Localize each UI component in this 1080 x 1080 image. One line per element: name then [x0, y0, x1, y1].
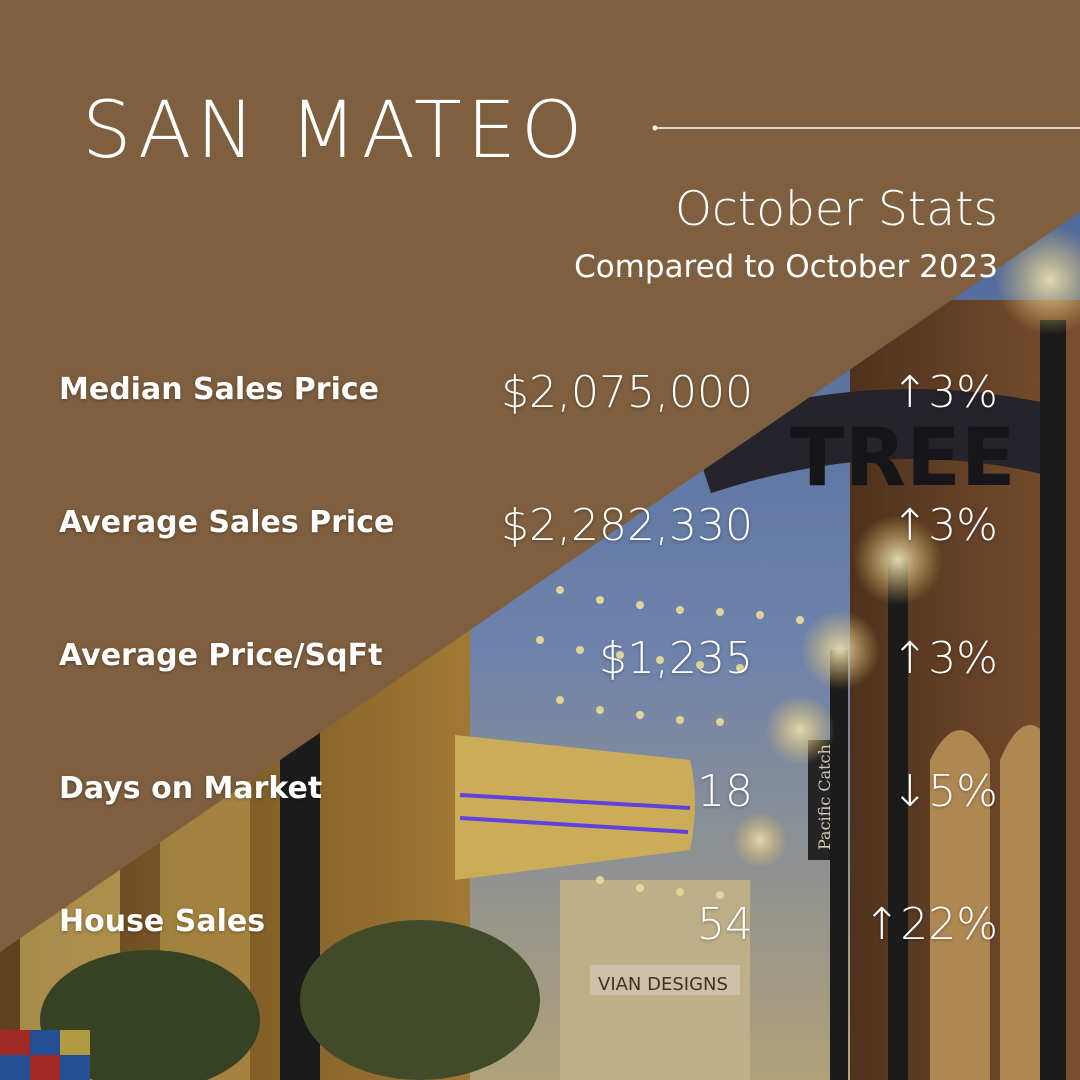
stat-label: Days on Market	[59, 771, 323, 806]
page-title: SAN MATEO	[82, 86, 588, 176]
stat-label: House Sales	[59, 904, 266, 939]
stat-value: $2,282,330	[501, 500, 753, 551]
change-percent: 5%	[928, 766, 998, 817]
arrow-down-icon: ↓	[891, 766, 929, 817]
comparison-note: Compared to October 2023	[574, 249, 998, 285]
stat-value: 54	[697, 899, 753, 950]
stat-row-days-on-market: Days on Market 18 ↓5%	[0, 766, 1080, 831]
change-percent: 3%	[928, 633, 998, 684]
stat-change: ↓5%	[891, 766, 998, 817]
arrow-up-icon: ↑	[863, 899, 901, 950]
stat-change: ↑22%	[863, 899, 998, 950]
stat-label: Average Sales Price	[59, 505, 395, 540]
period-heading: October Stats	[674, 182, 998, 237]
change-percent: 3%	[928, 500, 998, 551]
arrow-up-icon: ↑	[891, 633, 929, 684]
stat-change: ↑3%	[891, 367, 998, 418]
stat-change: ↑3%	[891, 633, 998, 684]
title-divider	[652, 125, 1080, 131]
stat-label: Average Price/SqFt	[59, 638, 383, 673]
banner-text: Pacific Catch	[815, 744, 834, 850]
stat-row-house-sales: House Sales 54 ↑22%	[0, 899, 1080, 964]
stat-label: Median Sales Price	[59, 372, 379, 407]
stat-value: $2,075,000	[501, 367, 753, 418]
shop-sign: VIAN DESIGNS	[598, 974, 728, 995]
change-percent: 3%	[928, 367, 998, 418]
arch-sign-text: TREE	[790, 411, 1015, 504]
stat-value: $1,235	[599, 633, 753, 684]
arrow-up-icon: ↑	[891, 367, 929, 418]
stat-row-average-sales-price: Average Sales Price $2,282,330 ↑3%	[0, 500, 1080, 565]
stat-row-average-price-per-sqft: Average Price/SqFt $1,235 ↑3%	[0, 633, 1080, 698]
change-percent: 22%	[900, 899, 998, 950]
arrow-up-icon: ↑	[891, 500, 929, 551]
stat-value: 18	[697, 766, 753, 817]
stat-row-median-sales-price: Median Sales Price $2,075,000 ↑3%	[0, 367, 1080, 432]
stat-change: ↑3%	[891, 500, 998, 551]
